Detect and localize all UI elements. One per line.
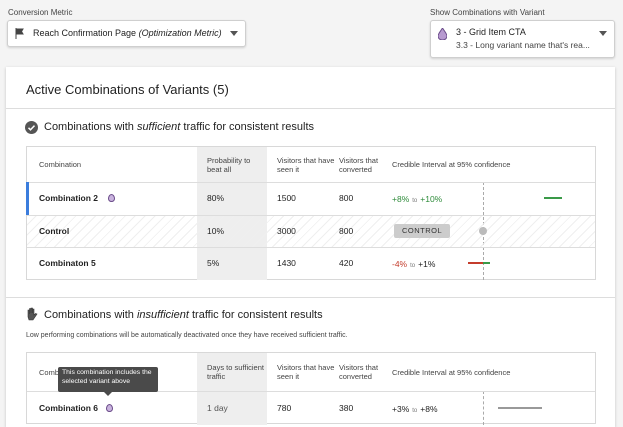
control-badge: CONTROL [394, 223, 451, 238]
hatch [27, 215, 595, 247]
check-icon [25, 121, 38, 134]
control-dot [479, 226, 487, 235]
flag-icon [15, 28, 24, 39]
interval-sep: to [412, 198, 418, 205]
metric-value: 80% [207, 193, 225, 204]
variant-icon [106, 404, 113, 412]
row-separator [27, 247, 595, 248]
interval-bar [468, 262, 483, 265]
interval-bar [544, 197, 562, 200]
section-note: Low performing combinations will be auto… [26, 332, 348, 339]
heading-text: traffic for consistent results [180, 121, 315, 133]
interval-low: -4% [392, 259, 408, 270]
metric-column-bg [197, 147, 267, 280]
interval-bar [498, 407, 542, 409]
metric-note: (Optimization Metric) [138, 28, 222, 38]
interval-bar [483, 262, 490, 265]
column-header: Visitors that converted [339, 363, 379, 381]
interval-sep: to [412, 408, 418, 414]
converted-value: 800 [339, 225, 354, 236]
column-header: Combination [39, 160, 82, 169]
metric-value: 1 day [207, 403, 228, 413]
credible-interval: +8% to +10% [392, 192, 445, 207]
row-separator [27, 182, 595, 183]
panel-title: Active Combinations of Variants (5) [26, 82, 229, 97]
seen-value: 3000 [277, 225, 296, 236]
column-header: Days to sufficient traffic [207, 363, 264, 381]
section-heading: Combinations with sufficient traffic for… [44, 121, 314, 133]
column-header: Probability to beat all [207, 155, 251, 174]
combination-name: Control [39, 225, 70, 236]
heading-emphasis: insufficient [136, 309, 189, 321]
variant-icon [438, 28, 447, 40]
caret [599, 31, 607, 36]
metric-value: 10% [207, 225, 225, 236]
variant-dropdown[interactable]: 3 - Grid Item CTA 3.3 - Long variant nam… [430, 20, 615, 58]
converted-value: 380 [339, 403, 354, 413]
column-header: Credible Interval at 95% confidence [392, 160, 511, 169]
metric-dropdown[interactable]: Reach Confirmation Page (Optimization Me… [7, 20, 246, 47]
selected-marker [26, 182, 29, 215]
seen-value: 1430 [277, 258, 296, 269]
converted-value: 420 [339, 258, 354, 269]
metric-value: Reach Confirmation Page (Optimization Me… [33, 28, 222, 38]
caret [230, 31, 238, 36]
interval-low: +8% [392, 194, 410, 205]
tooltip: This combination includes the selected v… [58, 367, 158, 392]
metric-name: Reach Confirmation Page [33, 28, 137, 38]
tooltip-arrow [104, 392, 112, 396]
column-header: Visitors that have seen it [277, 363, 335, 381]
variant-icon [108, 194, 115, 203]
column-header: Visitors that converted [339, 155, 379, 174]
column-header: Credible Interval at 95% confidence [392, 367, 511, 377]
seen-value: 780 [277, 403, 292, 413]
variant-label: Show Combinations with Variant [430, 8, 545, 17]
divider [6, 297, 615, 298]
combination-name: Combination 2 [39, 193, 99, 204]
seen-value: 1500 [277, 193, 296, 204]
metric-column-bg [197, 353, 267, 425]
ci-center-line [483, 391, 484, 425]
variant-value: 3 - Grid Item CTA [456, 27, 526, 37]
page: Conversion Metric Reach Confirmation Pag… [6, 8, 615, 427]
column-header: Visitors that have seen it [277, 155, 335, 174]
heading-text: traffic for consistent results [188, 309, 323, 321]
interval-high: +8% [420, 404, 438, 414]
results-table: Combination Probability to beat all Visito… [26, 146, 596, 280]
combination-name: Combinaton 5 [39, 258, 96, 269]
results-table: CombinationDays to sufficient trafficVis… [26, 352, 596, 425]
section-heading: Combinations with insufficient traffic f… [44, 309, 323, 321]
heading-emphasis: sufficient [136, 121, 181, 133]
heading-text: Combinations with [44, 309, 137, 321]
credible-interval: +3% to +8% [392, 402, 441, 417]
row-separator [27, 391, 595, 392]
interval-high: +1% [418, 259, 436, 270]
interval-sep: to [410, 263, 416, 270]
hand-icon [27, 307, 38, 321]
metric-value: 5% [207, 258, 220, 269]
combination-name: Combination 6 [39, 403, 99, 413]
credible-interval: -4% to +1% [392, 257, 438, 272]
row-separator [27, 214, 595, 216]
heading-text: Combinations with [44, 121, 137, 133]
variant-sub-value: 3.3 - Long variant name that's rea... [456, 40, 590, 50]
interval-low: +3% [392, 404, 410, 414]
metric-label: Conversion Metric [8, 8, 73, 17]
divider [6, 108, 615, 109]
converted-value: 800 [339, 193, 354, 204]
interval-high: +10% [420, 194, 443, 205]
